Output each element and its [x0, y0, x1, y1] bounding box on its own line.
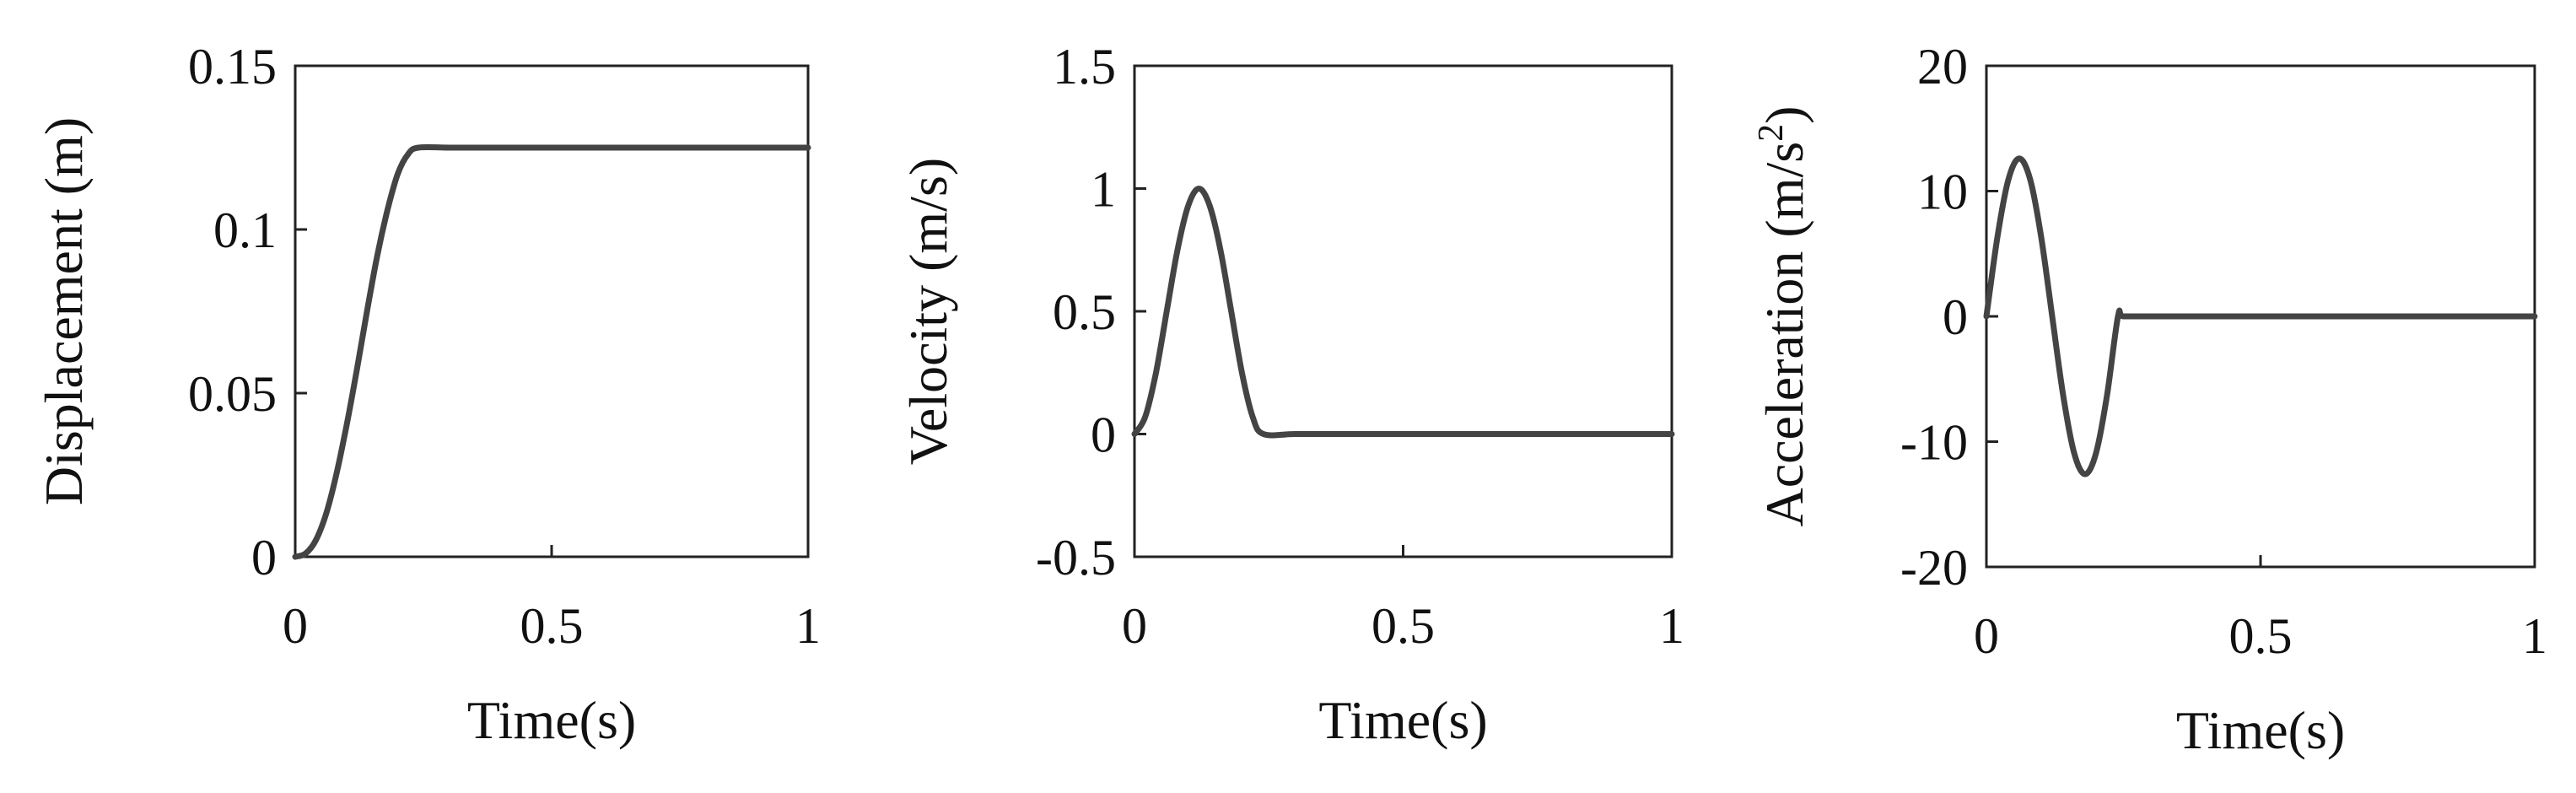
- y-axis-title-text: Acceleration (m/s: [1754, 142, 1814, 527]
- y-tick-label: -10: [1900, 415, 1968, 471]
- y-tick-label: 0: [1091, 407, 1116, 463]
- x-axis-title: Time(s): [1318, 690, 1487, 750]
- y-axis-title: Velocity (m/s): [898, 158, 958, 465]
- x-tick-label: 0.5: [520, 598, 584, 654]
- y-tick-label: 0.05: [188, 366, 277, 422]
- x-axis-title: Time(s): [467, 690, 636, 750]
- x-tick-label: 0: [1122, 598, 1147, 654]
- y-axis-title-text: Displacement (m): [34, 117, 94, 505]
- displacement-series-line: [292, 143, 811, 560]
- y-tick-label: -0.5: [1036, 530, 1116, 585]
- y-tick-label: 0.15: [188, 39, 277, 94]
- y-axis-title: Acceleration (m/s2): [1752, 106, 1814, 527]
- y-tick-label: 20: [1917, 39, 1968, 94]
- acceleration-chart: -20 -10 0 10 20 0 0.5 1 Time(s) Acceleration (m/s…: [1752, 39, 2547, 760]
- displacement-chart: 0 0.05 0.1 0.15 0 0.5 1 Time(s) Displacement (m): [34, 39, 821, 750]
- y-tick-label: 0.1: [213, 202, 277, 258]
- y-axis-title-superscript: 2: [1752, 124, 1791, 142]
- x-tick-label: 1: [2522, 608, 2547, 664]
- y-tick-label: 0.5: [1053, 284, 1116, 340]
- y-axis-title-text: Velocity (m/s): [898, 158, 958, 465]
- y-axis-title-end: ): [1754, 106, 1814, 124]
- y-tick-label: 1.5: [1053, 39, 1116, 94]
- plot-frame: [294, 64, 810, 558]
- x-tick-label: 0.5: [2229, 608, 2293, 664]
- x-tick-label: 0: [1974, 608, 1999, 664]
- x-tick-label: 0: [283, 598, 308, 654]
- y-tick-label: 0: [251, 530, 277, 585]
- y-tick-label: 1: [1091, 162, 1116, 218]
- y-axis-title: Displacement (m): [34, 117, 94, 505]
- y-tick-label: 0: [1943, 289, 1968, 345]
- y-tick-label: -20: [1900, 540, 1968, 596]
- velocity-series-line: [1131, 186, 1675, 439]
- y-tick-label: 10: [1917, 165, 1968, 220]
- x-tick-label: 1: [1659, 598, 1684, 654]
- plot-frame: [1133, 64, 1673, 558]
- x-axis-title: Time(s): [2176, 700, 2345, 760]
- x-tick-label: 0.5: [1372, 598, 1435, 654]
- x-tick-label: 1: [795, 598, 821, 654]
- acceleration-series-line: [1983, 155, 2538, 477]
